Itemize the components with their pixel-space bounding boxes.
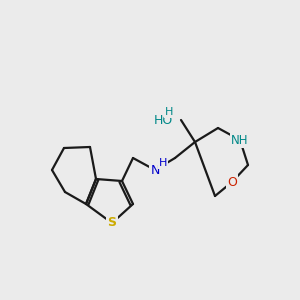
Text: H: H — [159, 158, 167, 168]
Text: H: H — [165, 107, 173, 117]
Text: NH: NH — [231, 134, 249, 146]
Text: S: S — [107, 217, 116, 230]
Text: N: N — [150, 164, 160, 176]
Text: O: O — [227, 176, 237, 188]
Text: HO: HO — [154, 113, 173, 127]
